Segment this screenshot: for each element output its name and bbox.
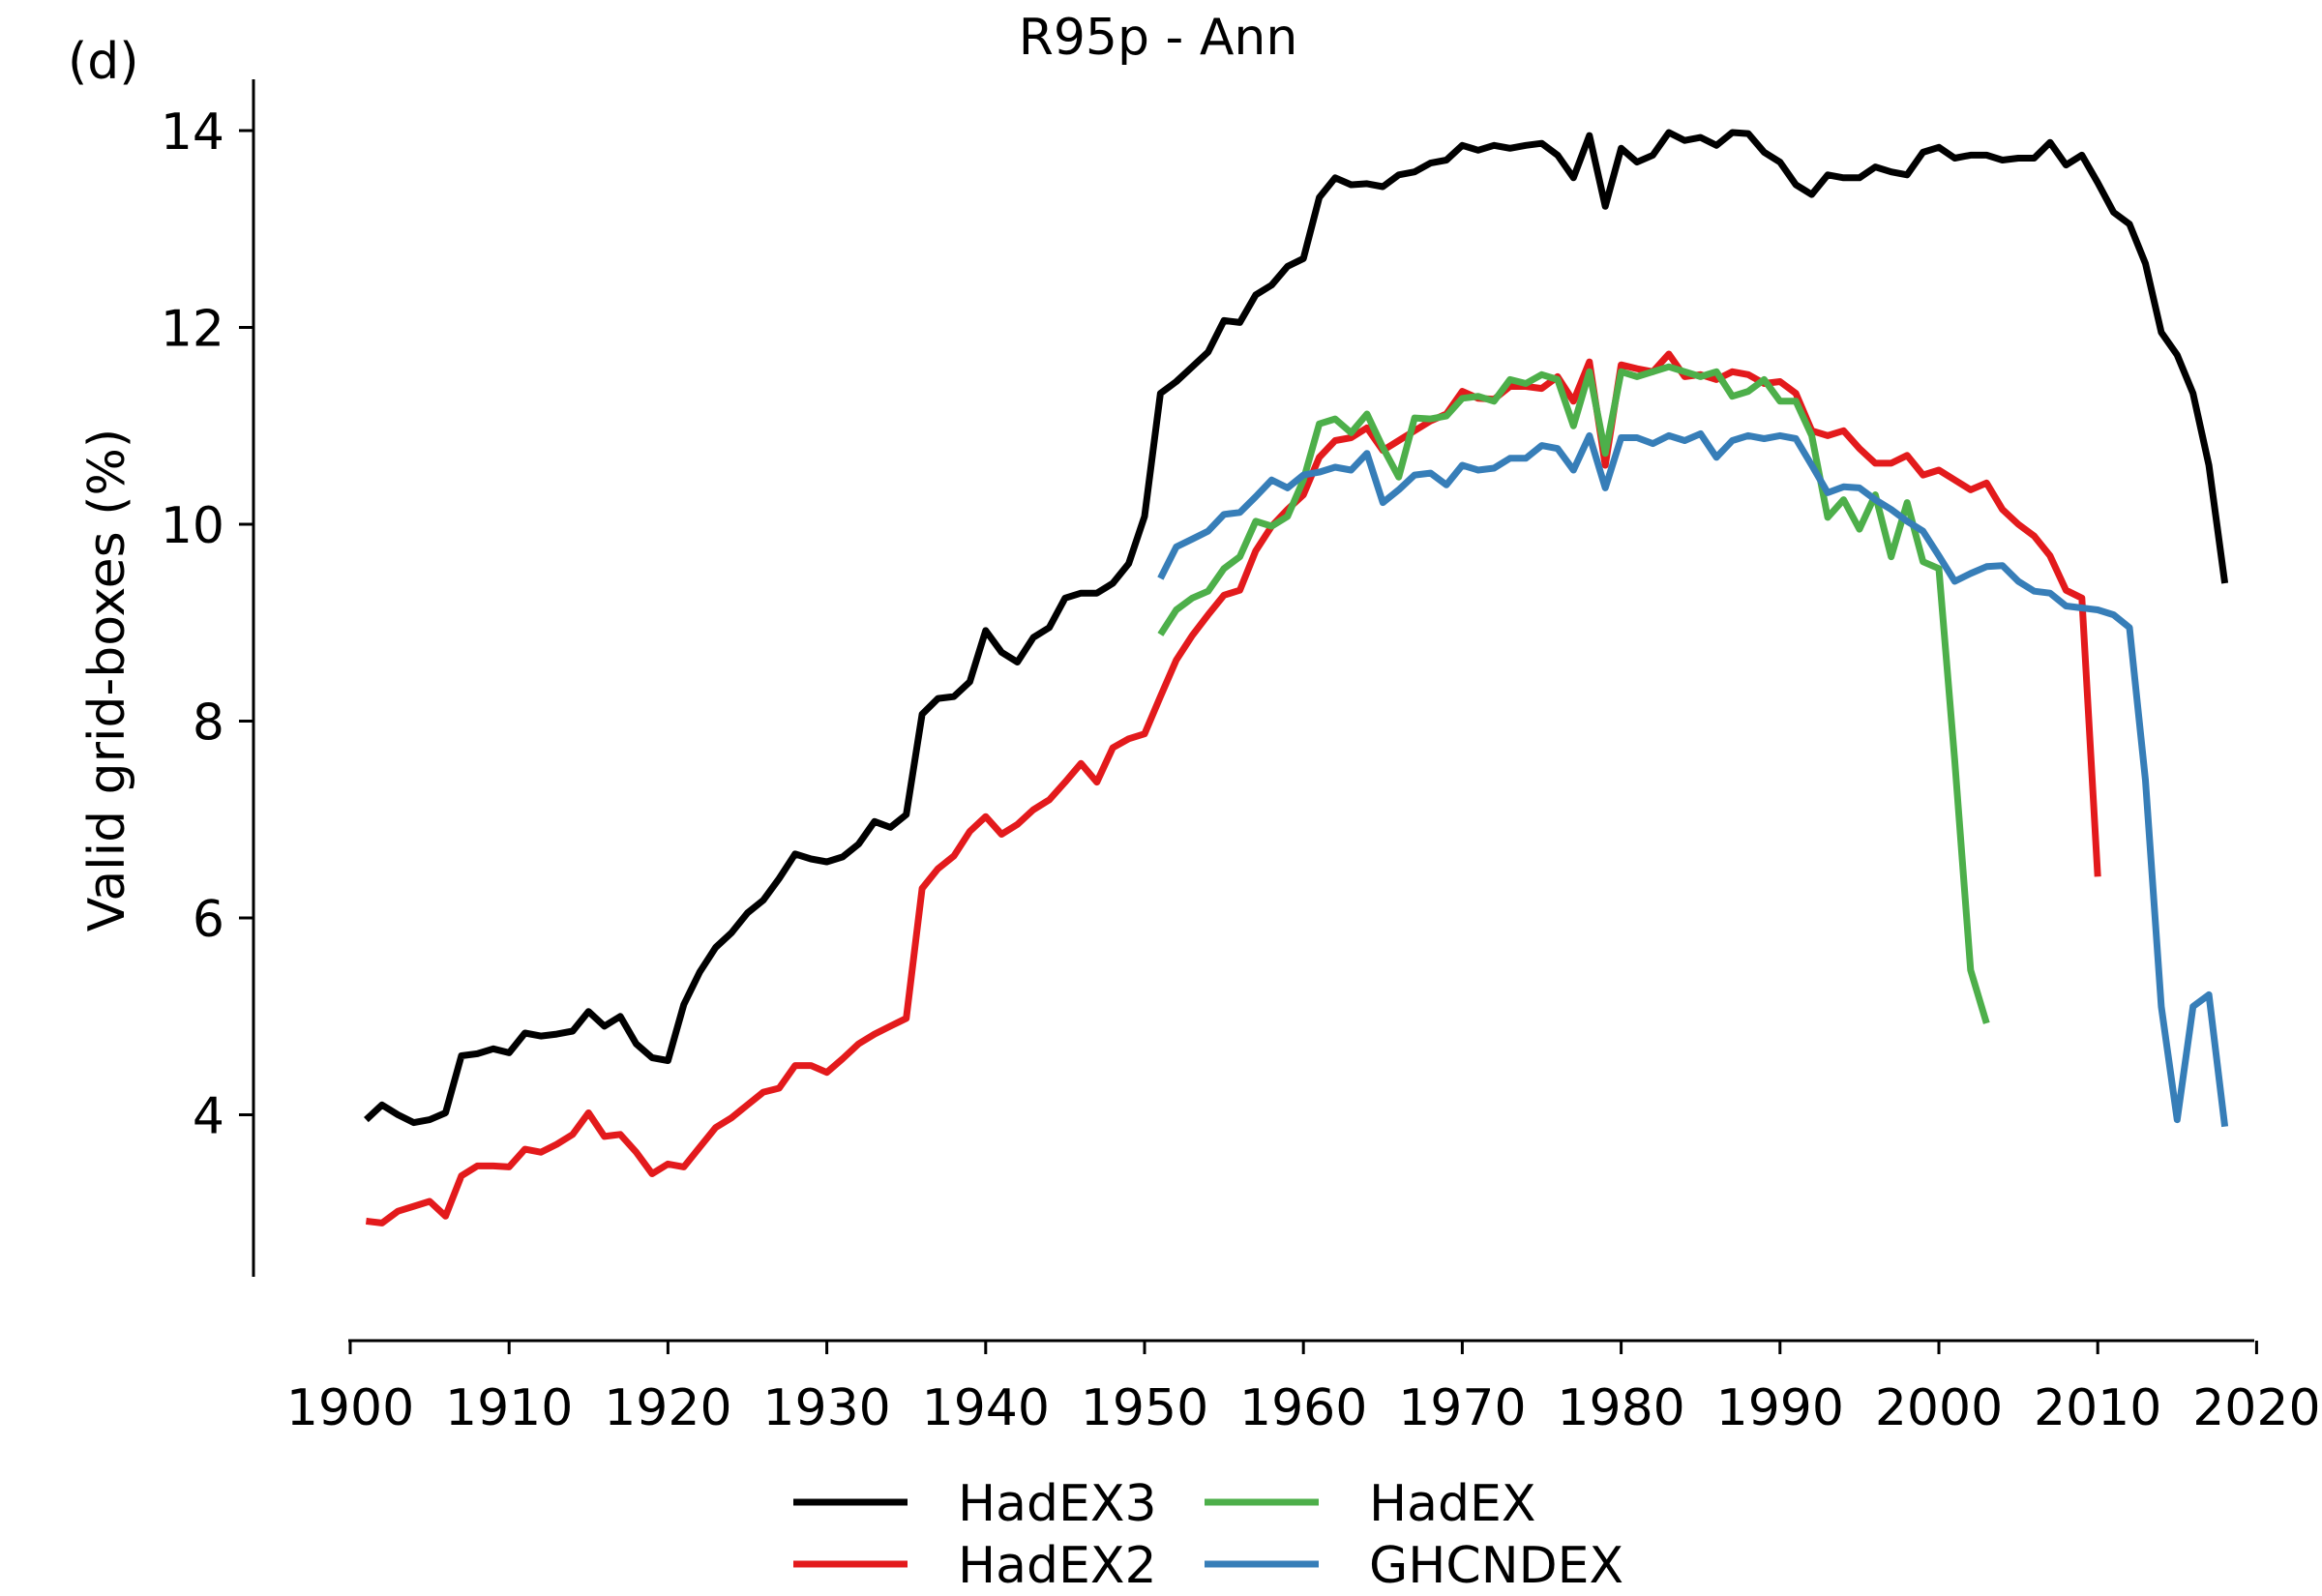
x-tick-label: 1930 xyxy=(762,1379,890,1437)
series-line-hadex2 xyxy=(365,350,2101,1227)
plot-lines xyxy=(364,129,2229,1227)
x-tick-label: 1970 xyxy=(1398,1379,1526,1437)
series-line-hadex xyxy=(1157,363,1990,1024)
series-line-ghcndex xyxy=(1157,429,2229,1128)
x-tick-label: 1910 xyxy=(445,1379,573,1437)
y-tick-label: 14 xyxy=(161,103,224,162)
x-tick-label: 2010 xyxy=(2034,1379,2161,1437)
x-tick-label: 1900 xyxy=(286,1379,414,1437)
y-tick-label: 4 xyxy=(193,1088,224,1146)
legend-label-hadex3: HadEX3 xyxy=(958,1475,1157,1533)
y-tick-label: 8 xyxy=(193,695,224,753)
legend-label-hadex: HadEX xyxy=(1369,1475,1535,1533)
chart-title: R95p - Ann xyxy=(1019,9,1298,67)
y-tick-label: 10 xyxy=(161,497,224,555)
series-line-hadex3 xyxy=(364,129,2229,1127)
y-axis-label: Valid grid-boxes (%) xyxy=(78,429,136,931)
legend-label-hadex2: HadEX2 xyxy=(958,1537,1157,1595)
x-tick-label: 1980 xyxy=(1557,1379,1684,1437)
x-ticks: 1900 1910 1920 1930 1940 1950 1960 1970 1980 1990… xyxy=(286,1341,2321,1437)
y-ticks: 4 6 8 10 12 14 xyxy=(161,103,253,1146)
y-tick-label: 12 xyxy=(161,301,224,359)
x-tick-label: 1960 xyxy=(1239,1379,1367,1437)
panel-label: (d) xyxy=(68,33,139,91)
x-tick-label: 2000 xyxy=(1875,1379,2003,1437)
x-tick-label: 2020 xyxy=(2192,1379,2320,1437)
x-tick-label: 1990 xyxy=(1716,1379,1844,1437)
legend-label-ghcndex: GHCNDEX xyxy=(1369,1537,1623,1595)
x-tick-label: 1940 xyxy=(922,1379,1050,1437)
x-tick-label: 1950 xyxy=(1081,1379,1208,1437)
x-tick-label: 1920 xyxy=(604,1379,731,1437)
y-tick-label: 6 xyxy=(193,891,224,949)
